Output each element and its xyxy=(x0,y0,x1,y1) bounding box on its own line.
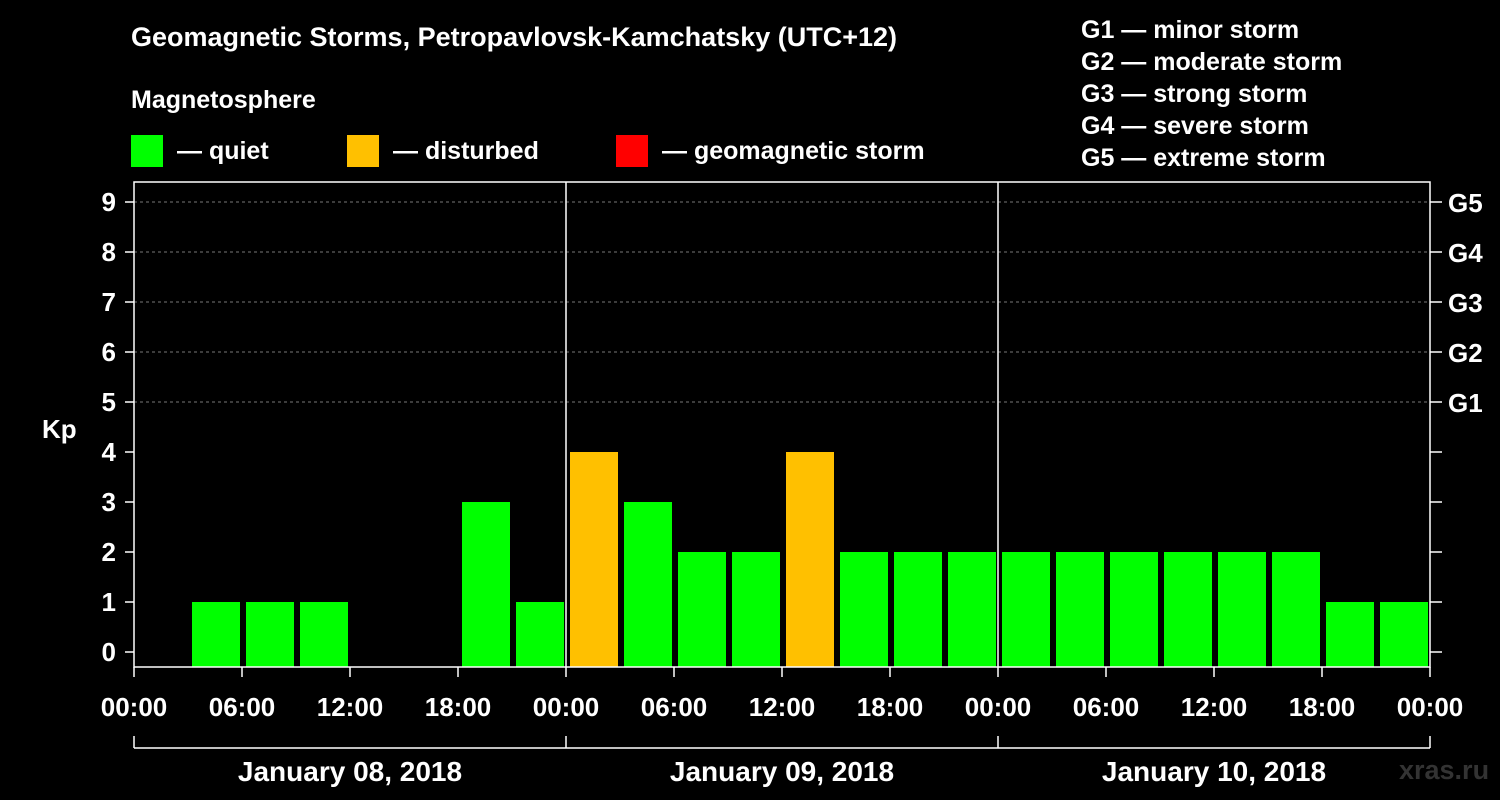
g-scale-legend: G1 — minor storm G2 — moderate storm G3 … xyxy=(1081,14,1342,174)
bar xyxy=(246,602,294,667)
chart-title: Geomagnetic Storms, Petropavlovsk-Kamcha… xyxy=(131,22,898,52)
x-tick-label: 12:00 xyxy=(317,692,384,722)
legend-quiet-label: — quiet xyxy=(177,136,269,165)
day-label: January 10, 2018 xyxy=(1102,756,1326,787)
bar xyxy=(300,602,348,667)
y-tick-label: 6 xyxy=(102,337,116,367)
y-tick-label: 7 xyxy=(102,287,116,317)
g-legend-g5: G5 — extreme storm xyxy=(1081,144,1326,172)
bar xyxy=(192,602,240,667)
x-tick-label: 12:00 xyxy=(749,692,816,722)
bar xyxy=(516,602,564,667)
legend-storm-label: — geomagnetic storm xyxy=(662,136,925,165)
bar xyxy=(462,502,510,667)
y-tick-label: 0 xyxy=(102,637,116,667)
y-tick-label: 3 xyxy=(102,487,116,517)
bar xyxy=(1272,552,1320,667)
x-tick-label: 18:00 xyxy=(857,692,924,722)
legend-storm-swatch xyxy=(616,135,648,167)
g-legend-g2: G2 — moderate storm xyxy=(1081,48,1343,76)
legend-disturbed: — disturbed xyxy=(347,134,539,168)
bar xyxy=(1110,552,1158,667)
bar xyxy=(948,552,996,667)
g-legend-g3: G3 — strong storm xyxy=(1081,80,1308,108)
bar xyxy=(624,502,672,667)
x-tick-label: 18:00 xyxy=(1289,692,1356,722)
legend-storm: — geomagnetic storm xyxy=(616,134,925,168)
watermark: xras.ru xyxy=(1399,755,1490,785)
legend-quiet-swatch xyxy=(131,135,163,167)
y-tick-label: 5 xyxy=(102,387,116,417)
g-level-label: G2 xyxy=(1448,338,1483,368)
day-label: January 08, 2018 xyxy=(238,756,462,787)
bar xyxy=(732,552,780,667)
bar xyxy=(1056,552,1104,667)
y-tick-label: 1 xyxy=(102,587,116,617)
bar xyxy=(1218,552,1266,667)
bar xyxy=(678,552,726,667)
bar xyxy=(1164,552,1212,667)
legend-disturbed-swatch xyxy=(347,135,379,167)
x-tick-label: 06:00 xyxy=(209,692,276,722)
x-tick-label: 00:00 xyxy=(965,692,1032,722)
legend-quiet: — quiet xyxy=(131,134,269,168)
x-tick-label: 00:00 xyxy=(101,692,168,722)
y-tick-label: 9 xyxy=(102,187,116,217)
x-tick-label: 18:00 xyxy=(425,692,492,722)
bar xyxy=(1002,552,1050,667)
legend-subtitle: Magnetosphere xyxy=(131,86,316,114)
legend-disturbed-label: — disturbed xyxy=(393,136,539,165)
g-legend-g1: G1 — minor storm xyxy=(1081,16,1300,44)
g-level-label: G1 xyxy=(1448,388,1483,418)
y-axis-label: Kp xyxy=(42,414,77,444)
g-level-label: G3 xyxy=(1448,288,1483,318)
g-level-label: G5 xyxy=(1448,188,1483,218)
g-legend-g4: G4 — severe storm xyxy=(1081,112,1309,140)
x-tick-label: 06:00 xyxy=(641,692,708,722)
bar xyxy=(840,552,888,667)
bar xyxy=(894,552,942,667)
bar xyxy=(786,452,834,667)
x-tick-label: 00:00 xyxy=(1397,692,1464,722)
y-tick-label: 2 xyxy=(102,537,116,567)
x-tick-label: 06:00 xyxy=(1073,692,1140,722)
day-label: January 09, 2018 xyxy=(670,756,894,787)
x-tick-label: 00:00 xyxy=(533,692,600,722)
bar xyxy=(1326,602,1374,667)
x-tick-label: 12:00 xyxy=(1181,692,1248,722)
g-level-label: G4 xyxy=(1448,238,1483,268)
bar xyxy=(1380,602,1428,667)
y-tick-label: 4 xyxy=(102,437,117,467)
y-tick-label: 8 xyxy=(102,237,116,267)
bar xyxy=(570,452,618,667)
